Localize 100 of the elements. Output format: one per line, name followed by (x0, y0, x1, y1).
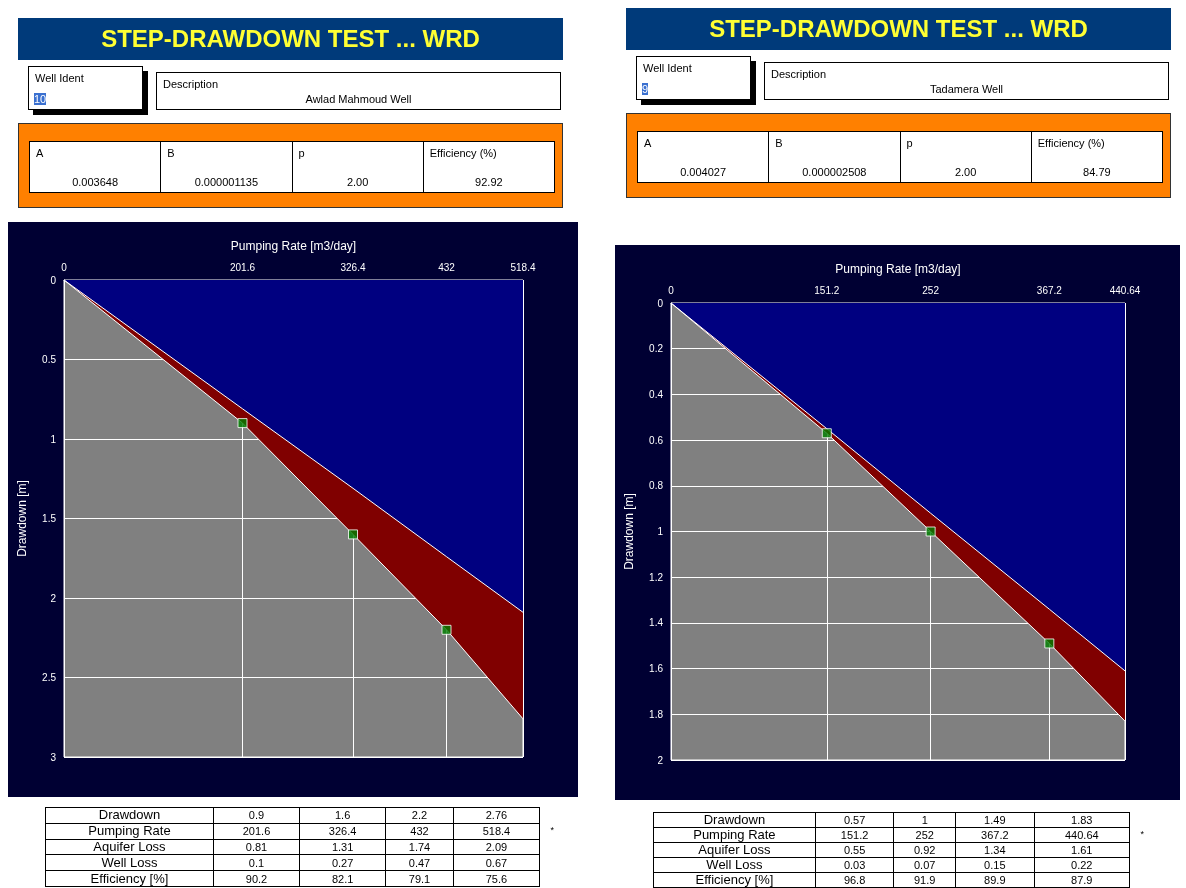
text: 92.92 (475, 176, 503, 188)
x-tick-label: 518.4 (510, 261, 536, 273)
text: 201.6 (213, 823, 300, 840)
y-tick-label: 2.5 (42, 672, 57, 683)
text: 151.2 (815, 827, 894, 843)
text: Pumping Rate (653, 827, 816, 843)
text: 0.03 (815, 857, 894, 873)
text: 1.83 (1034, 812, 1130, 828)
text: 89.9 (955, 872, 1035, 888)
text: Awlad Mahmoud Well (305, 93, 412, 105)
x-axis-title: Pumping Rate [m3/day] (230, 239, 357, 253)
text: 0.22 (1034, 857, 1130, 873)
text: B (775, 137, 783, 149)
text: 0.67 (453, 854, 540, 871)
text: 0.003648 (72, 176, 119, 188)
text: 1.49 (955, 812, 1035, 828)
text: 10 (34, 93, 47, 105)
text: 82.1 (299, 870, 386, 887)
text: 1.34 (955, 842, 1035, 858)
text: 0.07 (893, 857, 956, 873)
text: 1.74 (385, 839, 454, 855)
y-tick-label: 0.2 (649, 343, 664, 355)
text: 75.6 (453, 870, 540, 887)
text: 0.92 (893, 842, 956, 858)
y-tick-label: 2 (50, 592, 57, 604)
text: 440.64 (1034, 827, 1130, 843)
x-tick-label: 440.64 (1109, 284, 1141, 296)
x-tick-label: 326.4 (340, 261, 366, 273)
text: Pumping Rate (45, 823, 214, 840)
text: 252 (893, 827, 956, 843)
text: 0.004027 (680, 166, 727, 178)
text: 0.000001135 (194, 176, 259, 188)
text: Description (771, 68, 827, 80)
y-tick-label: 1 (50, 433, 57, 445)
text: 0.15 (955, 857, 1035, 873)
text: 2.00 (346, 176, 369, 188)
text: 90.2 (213, 870, 300, 887)
y-tick-label: 0 (50, 274, 57, 286)
point (821, 428, 832, 439)
y-tick-label: 1.8 (649, 708, 664, 720)
x-tick-label: 151.2 (814, 284, 840, 296)
text: 0.9 (213, 807, 300, 824)
text: 79.1 (385, 870, 454, 887)
text: 2.76 (453, 807, 540, 824)
y-tick-label: 1.4 (649, 617, 664, 629)
y-tick-label: 0.6 (649, 434, 664, 446)
text: 0.47 (385, 854, 454, 871)
text: Well Loss (45, 854, 214, 871)
text: 326.4 (299, 823, 386, 840)
text: Efficiency (%) (1037, 137, 1105, 149)
text: 432 (385, 823, 454, 840)
text: 9 (642, 83, 649, 95)
text: 367.2 (955, 827, 1035, 843)
text: Well Ident (643, 62, 692, 74)
x-axis-title: Pumping Rate [m3/day] (835, 262, 961, 276)
x-tick-label: 252 (922, 284, 940, 296)
text: 84.79 (1083, 166, 1111, 178)
text: p (298, 147, 305, 159)
y-axis-title: Drawdown [m] (622, 493, 636, 570)
point (348, 529, 358, 540)
text: Aquifer Loss (653, 842, 816, 858)
y-tick-label: 1.5 (42, 513, 57, 524)
text: Aquifer Loss (45, 838, 214, 855)
text: Efficiency [%] (653, 872, 816, 888)
x-tick-label: 432 (438, 261, 456, 273)
y-tick-label: 1 (657, 526, 664, 537)
text: 1.61 (1034, 842, 1130, 858)
text: B (167, 147, 175, 159)
y-tick-label: 0.5 (42, 354, 57, 365)
text: 518.4 (453, 823, 540, 840)
text: Description (163, 78, 219, 90)
y-tick-label: 2 (657, 754, 664, 766)
x-tick-label: 0 (61, 261, 68, 273)
point (237, 418, 248, 429)
text: 0.1 (213, 854, 300, 871)
y-axis-title: Drawdown [m] (15, 480, 29, 557)
point (925, 526, 936, 537)
text: Drawdown (653, 812, 816, 828)
x-tick-label: 0 (668, 284, 675, 296)
y-tick-label: 3 (50, 751, 57, 763)
y-tick-label: 0.4 (649, 388, 664, 400)
text: p (906, 137, 913, 149)
text: * (1140, 829, 1144, 840)
text: Well Loss (653, 857, 816, 873)
point (1044, 638, 1055, 649)
text: Drawdown (45, 807, 214, 824)
text: 0.27 (299, 854, 386, 871)
text: 87.9 (1034, 872, 1130, 888)
text: 1.31 (299, 839, 386, 855)
text: STEP-DRAWDOWN TEST ... WRD (18, 18, 563, 60)
text: 0.57 (815, 812, 894, 828)
text: 2.2 (385, 807, 454, 824)
x-tick-label: 367.2 (1036, 284, 1063, 296)
text: 91.9 (893, 872, 956, 888)
text: Tadamera Well (929, 83, 1004, 95)
x-tick-label: 201.6 (229, 261, 256, 273)
y-tick-label: 0.8 (649, 480, 664, 492)
text: * (550, 825, 554, 835)
text: 2.00 (954, 166, 977, 178)
y-tick-label: 1.6 (649, 663, 664, 675)
